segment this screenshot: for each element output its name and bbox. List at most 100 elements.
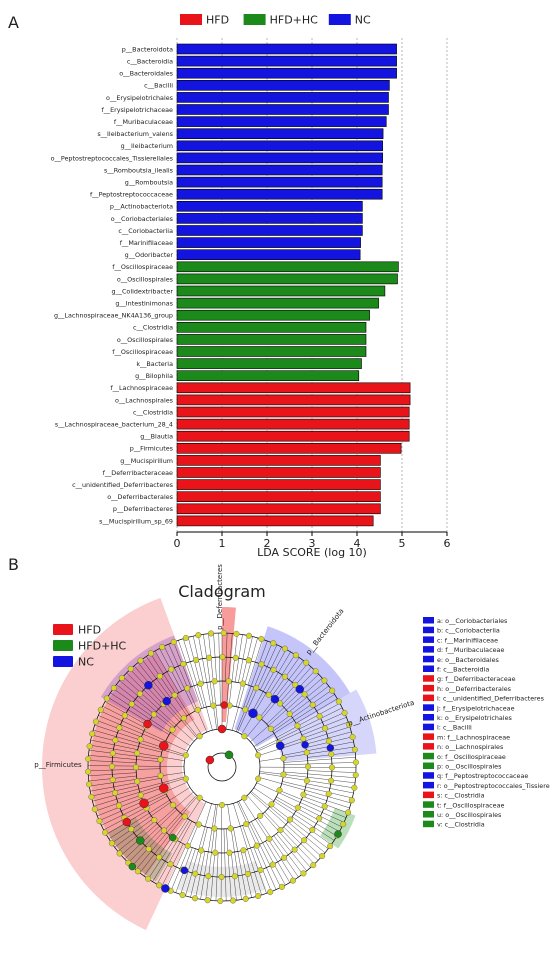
bar-legend: HFD HFD+HC NC — [180, 14, 371, 27]
node — [160, 827, 167, 834]
node — [108, 840, 115, 847]
taxon-label: o__Coriobacteriales — [111, 215, 174, 223]
tick-label: 0 — [174, 537, 181, 550]
bar — [176, 309, 370, 321]
branch — [251, 821, 286, 886]
node — [241, 733, 248, 740]
node — [267, 725, 274, 732]
tick-label: 1 — [219, 537, 226, 550]
branch — [306, 783, 354, 794]
key-swatch — [423, 733, 434, 740]
node — [280, 771, 287, 778]
legend-label: NC — [78, 656, 94, 669]
branch — [93, 729, 186, 757]
taxon-label: s__Romboutsia_ilealis — [104, 166, 174, 174]
branch — [92, 776, 186, 802]
cladogram-title: Cladogram — [178, 582, 266, 601]
branch — [110, 692, 191, 747]
taxon-label: o__Oscillospirales — [117, 336, 174, 344]
key-swatch — [423, 655, 434, 663]
branch — [307, 770, 356, 773]
node — [300, 735, 307, 742]
branch — [116, 684, 174, 729]
branch — [213, 633, 217, 682]
bar — [176, 394, 411, 406]
highlight-node — [180, 866, 189, 875]
branch — [154, 650, 180, 693]
branch — [258, 777, 352, 804]
node — [198, 847, 205, 854]
node — [91, 806, 98, 813]
taxon-label: c__Bacteroidia — [127, 58, 173, 66]
node — [291, 846, 298, 853]
branch — [100, 710, 188, 752]
taxon-label: c__Bacilli — [144, 82, 173, 90]
taxon-label: g__Colidextribacter — [112, 287, 174, 295]
tick-label: 6 — [444, 537, 451, 550]
node — [182, 752, 189, 759]
bar — [176, 225, 363, 236]
bar — [176, 442, 402, 454]
key-swatch — [423, 675, 434, 682]
branch — [90, 778, 162, 792]
legend-label: HFD+HC — [270, 14, 319, 27]
key-label: p: o__Oscillospirales — [437, 763, 502, 771]
key-swatch — [423, 694, 434, 702]
branch — [272, 689, 332, 732]
branch — [271, 804, 329, 849]
node — [156, 673, 163, 680]
clade-label: p__Bacteroidota — [305, 607, 346, 656]
x-axis: 0 1 2 3 4 5 6 — [174, 531, 451, 550]
highlight-node — [144, 681, 153, 690]
bar — [176, 128, 384, 139]
branch — [152, 819, 191, 882]
bar — [176, 249, 361, 260]
key-label: h: o__Deferribacterales — [437, 685, 512, 693]
node — [116, 850, 123, 857]
key-label: a: o__Coriobacteriales — [437, 617, 508, 625]
branch — [238, 801, 281, 888]
node — [230, 897, 237, 904]
taxon-label: f__Oscillospiraceae — [112, 263, 173, 271]
highlight-node — [158, 741, 169, 751]
node — [205, 873, 212, 880]
branch — [88, 760, 137, 763]
branch — [126, 672, 161, 707]
key-label: c: f__Marinifilaceae — [437, 636, 498, 644]
node — [335, 698, 342, 705]
key-swatch — [423, 791, 434, 799]
key-swatch — [423, 801, 434, 808]
branch — [139, 815, 185, 873]
key-label: v: c__Clostridia — [437, 821, 485, 829]
branch — [91, 734, 162, 753]
highlight-node — [158, 783, 169, 793]
taxon-label: c__Coriobacteriia — [118, 227, 173, 235]
bar — [176, 285, 386, 297]
branch — [276, 833, 307, 871]
branch — [280, 721, 349, 747]
highlight-node — [326, 744, 335, 752]
node — [171, 692, 178, 699]
node — [257, 812, 264, 819]
node — [167, 861, 174, 868]
node — [184, 842, 191, 849]
branch — [122, 676, 195, 742]
node — [180, 660, 187, 667]
highlight-node — [161, 884, 170, 893]
node — [245, 657, 252, 664]
bar — [176, 334, 367, 345]
node — [85, 755, 92, 762]
node — [309, 701, 316, 708]
key-swatch — [423, 723, 434, 731]
key-label: n: o__Lachnospirales — [437, 743, 504, 751]
node — [207, 630, 214, 637]
branch — [170, 824, 199, 891]
node — [233, 630, 240, 637]
node — [309, 826, 316, 833]
node — [303, 659, 310, 666]
bar — [176, 479, 381, 490]
node — [281, 645, 288, 652]
node — [212, 849, 219, 856]
node — [128, 701, 135, 708]
bar — [176, 418, 410, 430]
